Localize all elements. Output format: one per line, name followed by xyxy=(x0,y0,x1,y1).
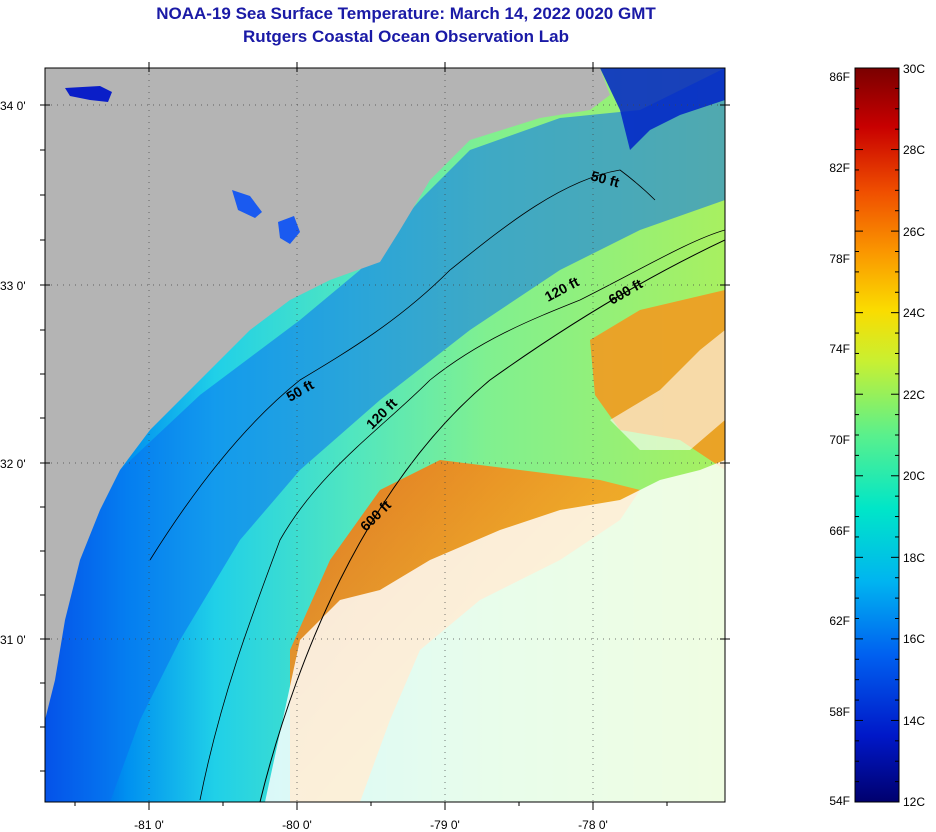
graticule xyxy=(45,68,725,802)
lake xyxy=(65,86,112,102)
land-mass xyxy=(45,68,610,720)
colorbar-c-label: 24C xyxy=(903,306,925,320)
nearshore-cold-north xyxy=(600,68,725,150)
colorbar-f-label: 62F xyxy=(829,614,850,628)
colorbar-f-label: 86F xyxy=(829,70,850,84)
colorbar-fahrenheit-labels: 86F 82F 78F 74F 70F 66F 62F 58F 54F xyxy=(829,70,850,808)
colorbar-c-label: 12C xyxy=(903,795,925,809)
lake xyxy=(232,190,262,218)
map-title: NOAA-19 Sea Surface Temperature: March 1… xyxy=(156,4,656,23)
colorbar-c-label: 26C xyxy=(903,225,925,239)
lat-label: 33 0' xyxy=(0,279,26,293)
lon-label: -79 0' xyxy=(430,818,460,832)
map-area: 50 ft 50 ft 120 ft 120 ft 600 ft 600 ft xyxy=(45,68,725,802)
lon-label: -81 0' xyxy=(134,818,164,832)
colorbar-f-label: 66F xyxy=(829,524,850,538)
map-subtitle: Rutgers Coastal Ocean Observation Lab xyxy=(243,27,569,46)
colorbar-c-label: 22C xyxy=(903,388,925,402)
colorbar-f-label: 74F xyxy=(829,342,850,356)
lon-label: -80 0' xyxy=(282,818,312,832)
colorbar xyxy=(854,67,900,803)
colorbar-c-label: 18C xyxy=(903,551,925,565)
colorbar-c-label: 28C xyxy=(903,143,925,157)
nearshore-cool-water xyxy=(45,68,725,802)
cloud-mask-north xyxy=(610,330,725,450)
colorbar-f-label: 70F xyxy=(829,433,850,447)
contour-50ft xyxy=(149,169,656,561)
colorbar-f-label: 82F xyxy=(829,161,850,175)
lake xyxy=(278,216,300,244)
colorbar-c-label: 16C xyxy=(903,632,925,646)
colorbar-c-label: 20C xyxy=(903,469,925,483)
lat-label: 32 0' xyxy=(0,457,26,471)
lat-label: 34 0' xyxy=(0,99,26,113)
colorbar-celsius-labels: 30C 28C 26C 24C 22C 20C 18C 16C 14C 12C xyxy=(903,62,925,809)
contour-120ft xyxy=(199,229,725,801)
contour-label-50ft: 50 ft xyxy=(589,167,621,190)
axis-ticks xyxy=(40,62,730,810)
colorbar-f-label: 54F xyxy=(829,794,850,808)
colorbar-c-label: 30C xyxy=(903,62,925,76)
cloud-mask xyxy=(265,460,725,802)
lon-label: -78 0' xyxy=(578,818,608,832)
colorbar-ticks xyxy=(855,67,899,803)
colorbar-f-label: 58F xyxy=(829,705,850,719)
lat-label: 31 0' xyxy=(0,633,26,647)
colorbar-c-label: 14C xyxy=(903,714,925,728)
map-frame xyxy=(44,67,726,803)
colorbar-f-label: 78F xyxy=(829,252,850,266)
